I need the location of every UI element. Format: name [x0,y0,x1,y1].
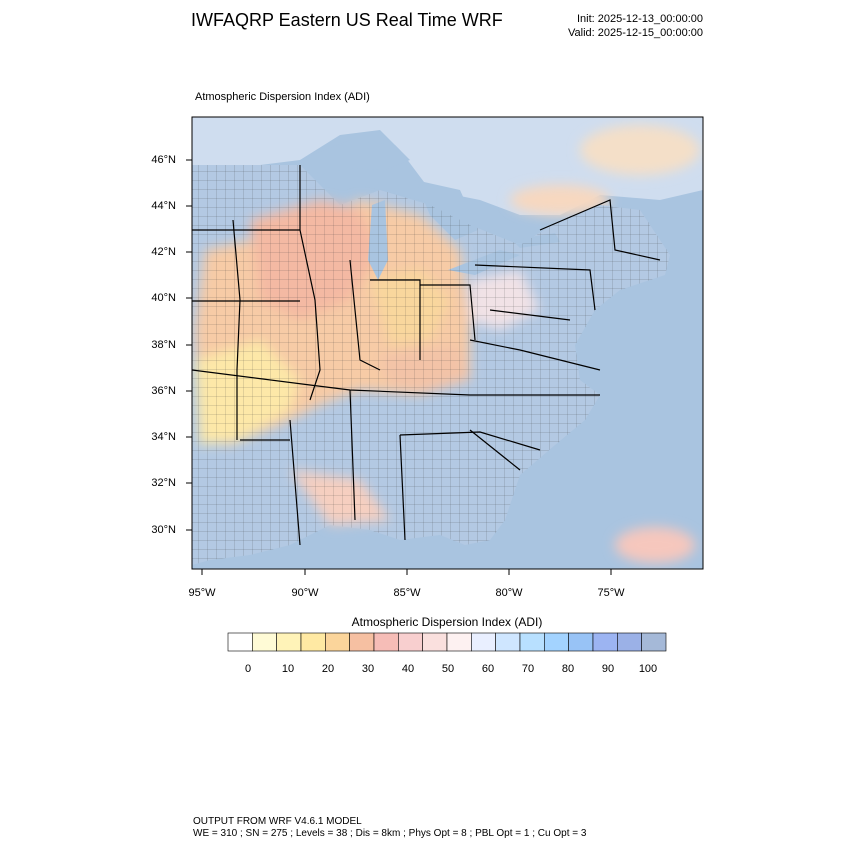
colorbar-swatch [349,632,375,652]
lon-label: 80°W [495,587,523,599]
colorbar-swatch [422,632,448,652]
axis-ticks [186,159,612,575]
lon-label: 95°W [188,587,216,599]
colorbar-swatch [252,632,277,652]
colorbar-swatch [398,632,423,652]
lat-label: 44°N [151,200,176,212]
colorbar-label: 20 [321,663,335,675]
colorbar-label: 80 [561,663,575,675]
colorbar-label: 10 [281,663,295,675]
lat-label: 36°N [151,385,176,397]
colorbar-label: 50 [441,663,455,675]
colorbar-label: 40 [401,663,415,675]
colorbar-swatch [592,632,618,652]
map-subtitle: Atmospheric Dispersion Index (ADI) [195,91,370,103]
colorbar-swatch [544,632,569,652]
colorbar-swatch [325,632,350,652]
lat-label: 38°N [151,339,176,351]
lake-superior [305,140,410,175]
valid-time: Valid: 2025-12-15_00:00:00 [568,27,703,39]
lon-label: 75°W [597,587,625,599]
colorbar-label: 30 [361,663,375,675]
colorbar-label: 100 [638,663,658,675]
colorbar-swatch [495,632,521,652]
lat-label: 34°N [151,431,176,443]
colorbar-swatch [641,632,667,652]
lat-label: 46°N [151,154,176,166]
colorbar-swatch [519,632,545,652]
lat-label: 30°N [151,524,176,536]
lat-label: 40°N [151,292,176,304]
footer-model: OUTPUT FROM WRF V4.6.1 MODEL [193,816,362,827]
colorbar-label: 70 [521,663,535,675]
colorbar-title: Atmospheric Dispersion Index (ADI) [351,615,543,629]
colorbar-swatch [446,632,472,652]
colorbar-swatch [300,632,326,652]
init-time: Init: 2025-12-13_00:00:00 [577,13,703,25]
lon-label: 90°W [291,587,319,599]
map-frame [191,116,704,570]
colorbar-label: 60 [481,663,495,675]
colorbar-swatch [276,632,302,652]
lon-label: 85°W [393,587,421,599]
colorbar-swatch [373,632,399,652]
lat-label: 32°N [151,477,176,489]
colorbar-swatch [471,632,496,652]
state-boundaries [192,165,661,546]
colorbar-swatch [617,632,642,652]
chart-title: IWFAQRP Eastern US Real Time WRF [191,10,503,30]
footer-params: WE = 310 ; SN = 275 ; Levels = 38 ; Dis … [193,828,587,839]
colorbar-swatch [227,632,253,652]
colorbar-label: 0 [244,663,252,675]
lat-label: 42°N [151,246,176,258]
colorbar-label: 90 [601,663,615,675]
colorbar-swatch [568,632,594,652]
